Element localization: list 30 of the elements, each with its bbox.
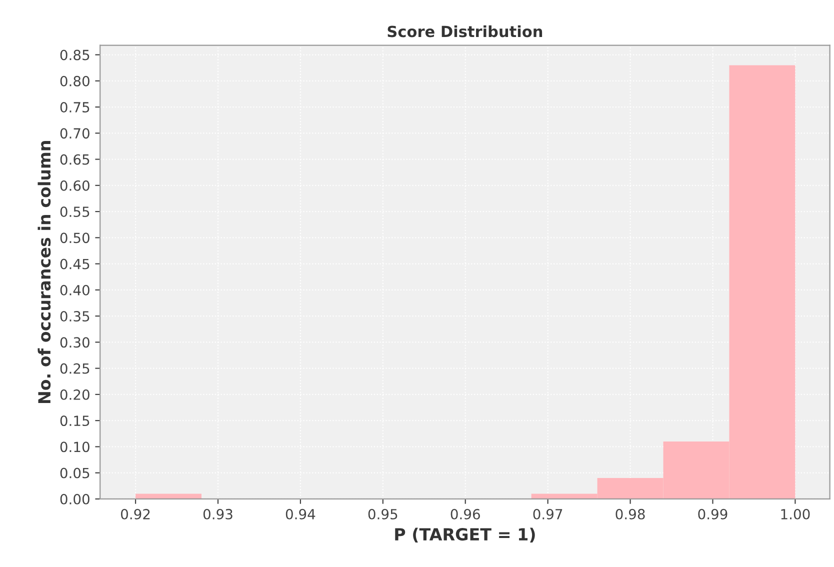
- x-tick-label: 0.99: [698, 508, 728, 520]
- y-tick-label: 0.40: [60, 284, 90, 296]
- y-tick-label: 0.85: [60, 50, 90, 60]
- x-tick-label: 0.97: [533, 508, 562, 520]
- y-tick-label: 0.15: [60, 416, 90, 426]
- x-tick-label: 0.96: [450, 508, 480, 520]
- y-tick-label: 0.55: [60, 206, 90, 218]
- y-tick-label: 0.80: [60, 76, 90, 86]
- y-tick-label: 0.45: [60, 258, 90, 270]
- x-axis-title: P (TARGET = 1): [395, 528, 535, 543]
- y-tick-label: 0.60: [60, 180, 90, 191]
- y-tick-label: 0.05: [60, 468, 90, 478]
- chart-title: Score Distribution: [388, 25, 542, 38]
- y-tick-label: 0.70: [60, 128, 90, 139]
- y-tick-label: 0.30: [60, 337, 90, 348]
- y-tick-label: 0.00: [60, 494, 90, 504]
- x-tick-label: 0.93: [203, 508, 232, 520]
- y-tick-label: 0.65: [60, 154, 90, 165]
- y-tick-label: 0.20: [60, 389, 90, 400]
- x-tick-label: 0.92: [120, 508, 150, 520]
- x-tick-label: 0.94: [286, 508, 316, 520]
- y-tick-label: 0.10: [60, 442, 90, 452]
- x-tick-label: 1.00: [781, 508, 810, 520]
- x-tick-label: 0.98: [616, 508, 645, 520]
- y-tick-label: 0.75: [60, 102, 90, 112]
- x-tick-label: 0.95: [368, 508, 398, 520]
- y-axis-title: No. of occurances in column: [38, 141, 51, 404]
- y-tick-label: 0.25: [60, 363, 90, 374]
- y-tick-label: 0.35: [60, 311, 90, 322]
- y-tick-label: 0.50: [60, 232, 90, 244]
